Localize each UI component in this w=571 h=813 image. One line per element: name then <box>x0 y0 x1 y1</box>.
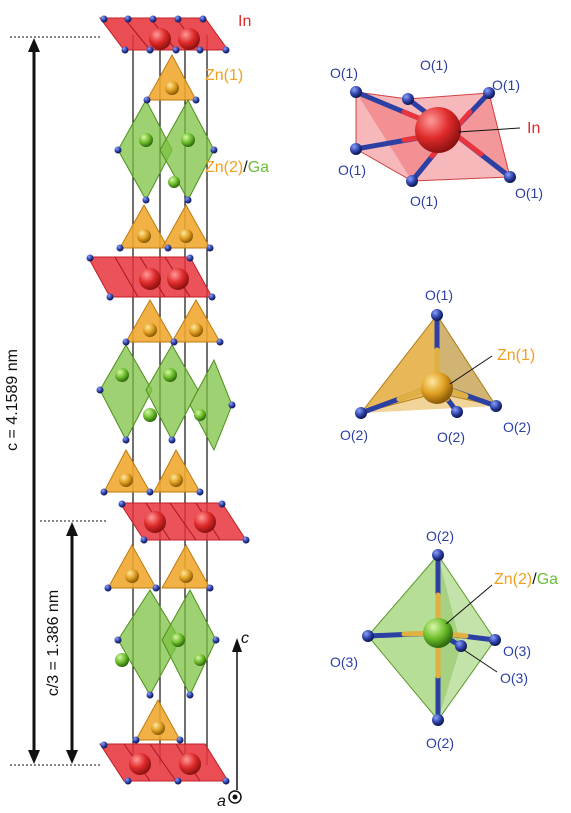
axis-indicator: c a <box>217 630 249 810</box>
zn2-site-o-label-3: O(3) <box>503 643 531 659</box>
label-c-full: c = 4.1589 nm <box>4 349 21 451</box>
in-octahedron: In O(1) O(1) O(1) O(1) O(1) O(1) <box>330 57 543 209</box>
label-zn2: Zn(2) <box>205 159 243 176</box>
in-site-o-label-3: O(1) <box>492 77 520 93</box>
zn2-site-label-ga: Ga <box>537 571 558 588</box>
zn2-site-o-label-5: O(2) <box>426 735 454 751</box>
zn1-site-center-label: Zn(1) <box>497 347 535 364</box>
in-site-center-label: In <box>527 120 540 137</box>
axis-c-label: c <box>241 630 249 647</box>
label-slash: / <box>243 159 248 176</box>
zn1-atoms <box>119 81 203 735</box>
in-site-o-label-1: O(1) <box>330 65 358 81</box>
in-site-o-label-5: O(1) <box>410 193 438 209</box>
zn2-ga-polyhedra <box>99 98 233 697</box>
dimension-c-third: c/3 = 1.386 nm <box>40 520 106 764</box>
label-zn1: Zn(1) <box>205 67 243 84</box>
zn1-site-o-label-4: O(2) <box>503 419 531 435</box>
zn2-site-o-label-1: O(2) <box>426 528 454 544</box>
label-ga: Ga <box>248 159 269 176</box>
zn1-tetrahedron: Zn(1) O(1) O(2) O(2) O(2) <box>340 287 535 445</box>
zn2-site-label-zn: Zn(2) <box>494 571 532 588</box>
oxygen-atoms-chain <box>86 15 250 785</box>
label-zn2-ga: Zn(2)/Ga <box>205 159 269 176</box>
dimension-c-full: c = 4.1589 nm <box>4 36 100 766</box>
zn2-ga-bipyramid: Zn(2)/Ga O(2) O(3) O(3) O(3) O(2) <box>330 528 558 751</box>
zn2-site-o-label-2: O(3) <box>330 654 358 670</box>
zn2-site-label-slash: / <box>532 571 537 588</box>
zn2-site-center-label: Zn(2)/Ga <box>494 571 558 588</box>
in-layer-bottom <box>99 743 229 782</box>
in-site-o-label-2: O(1) <box>420 57 448 73</box>
in-site-o-label-4: O(1) <box>338 162 366 178</box>
in-layer-top <box>99 17 229 51</box>
label-in: In <box>238 13 251 30</box>
zn1-tetrahedra <box>103 53 221 741</box>
unit-cell-structure <box>86 15 250 785</box>
zn2-site-o-label-4: O(3) <box>500 670 528 686</box>
zn1-site-o-label-3: O(2) <box>437 429 465 445</box>
zn2-ga-atoms <box>115 133 206 667</box>
zn1-site-o-label-2: O(2) <box>340 427 368 443</box>
in-layer-lower <box>119 502 247 541</box>
zn1-site-o-label-1: O(1) <box>425 287 453 303</box>
in-site-o-label-6: O(1) <box>515 185 543 201</box>
in-layer-middle <box>87 256 213 298</box>
label-c-third: c/3 = 1.386 nm <box>45 590 62 696</box>
axis-a-label: a <box>217 793 226 808</box>
